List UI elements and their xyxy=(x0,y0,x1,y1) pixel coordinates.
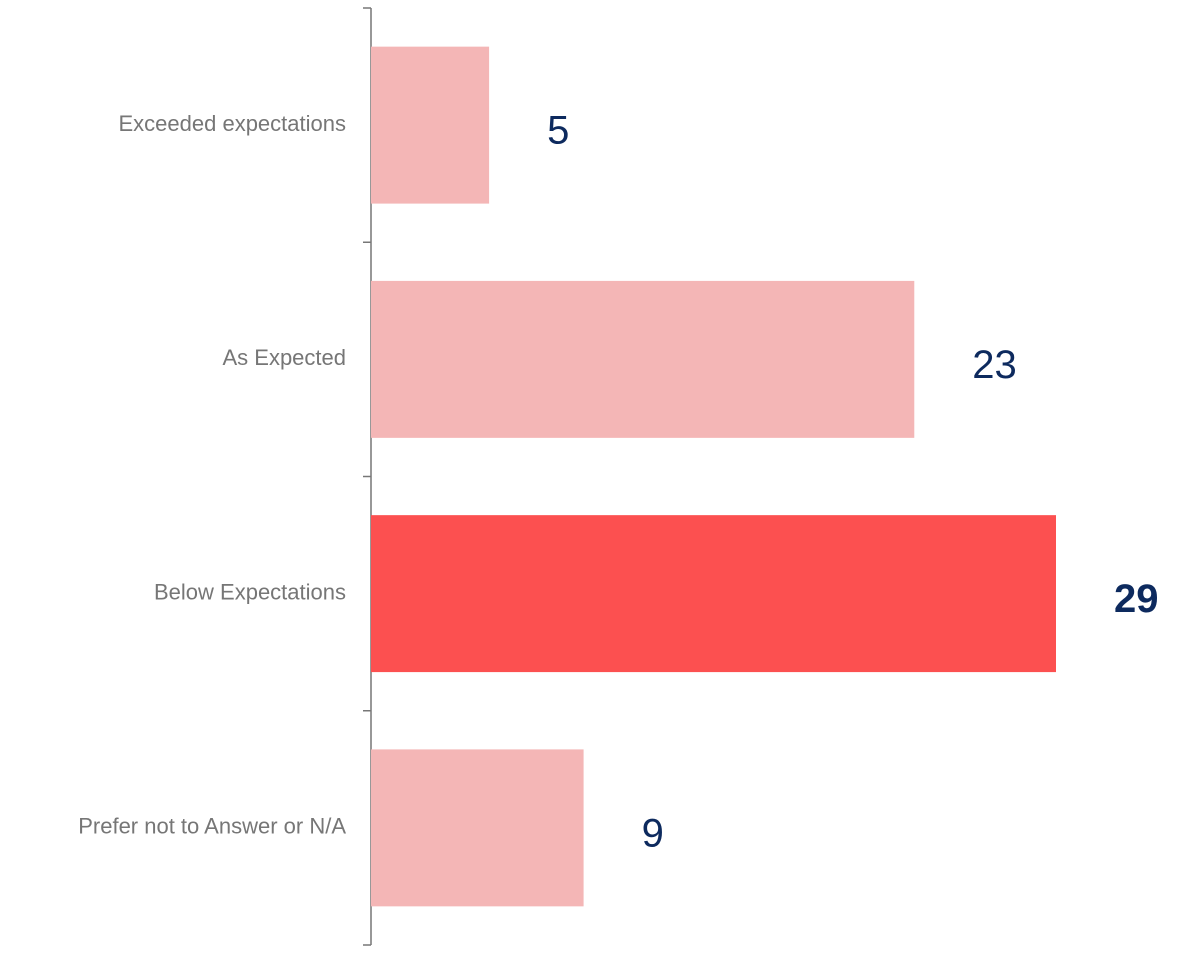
bar xyxy=(371,280,915,438)
value-label: 9 xyxy=(642,811,664,855)
y-tick-label: Exceeded expectations xyxy=(119,111,347,136)
value-label: 23 xyxy=(972,343,1017,387)
value-label: 5 xyxy=(547,109,569,153)
bar xyxy=(371,515,1056,673)
bar xyxy=(371,749,584,907)
y-tick-label: Prefer not to Answer or N/A xyxy=(78,814,346,839)
y-tick-label: As Expected xyxy=(222,345,346,370)
value-label: 29 xyxy=(1114,577,1159,621)
bar xyxy=(371,46,490,204)
y-tick-label: Below Expectations xyxy=(154,579,346,604)
